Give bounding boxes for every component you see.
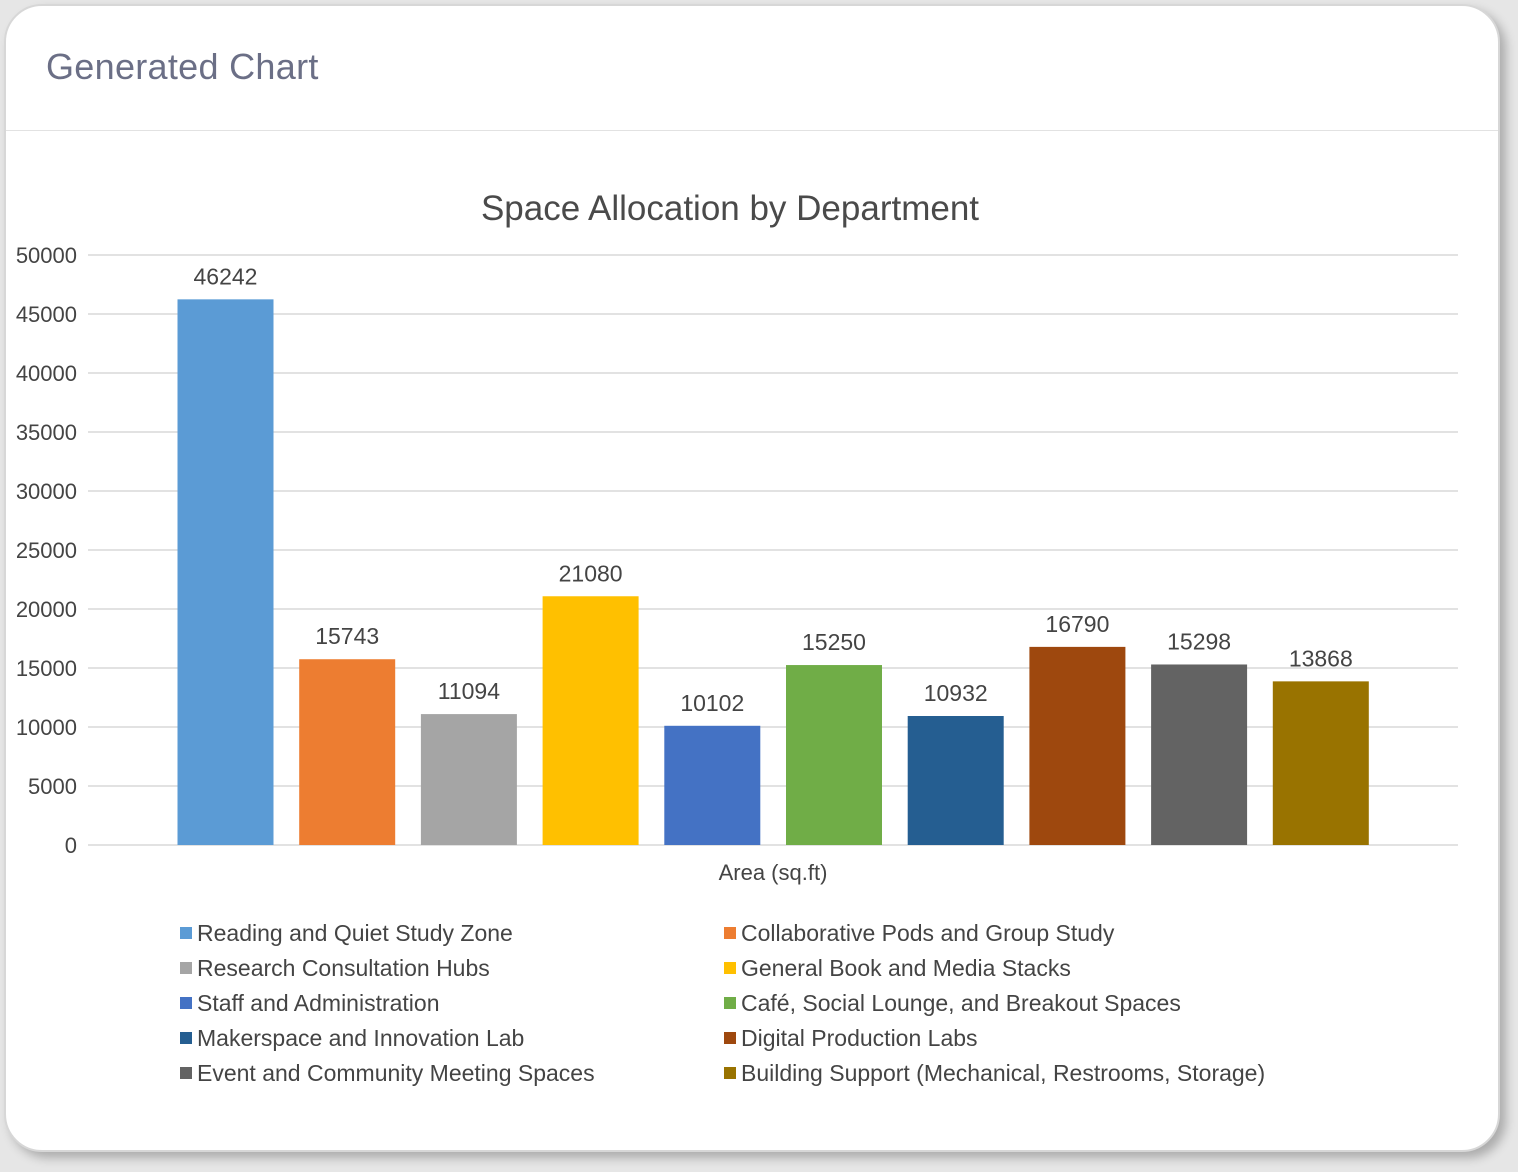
legend-label: Staff and Administration [197, 989, 440, 1016]
legend-label: Building Support (Mechanical, Restrooms,… [741, 1059, 1266, 1086]
y-tick-label: 40000 [16, 361, 77, 386]
legend-item: Makerspace and Innovation Lab [180, 1025, 724, 1051]
bar [420, 714, 517, 845]
legend-swatch [724, 997, 736, 1009]
legend-item: Reading and Quiet Study Zone [180, 920, 724, 946]
y-tick-label: 10000 [16, 715, 77, 740]
legend-item: Building Support (Mechanical, Restrooms,… [724, 1060, 1324, 1086]
y-tick-label: 50000 [16, 243, 77, 268]
legend-swatch [180, 962, 192, 974]
gridlines [88, 254, 1458, 846]
bar-data-label: 46242 [194, 263, 258, 289]
legend-swatch [180, 1032, 192, 1044]
legend-label: General Book and Media Stacks [741, 954, 1071, 981]
legend-swatch [180, 997, 192, 1009]
bar [1272, 681, 1369, 845]
y-tick-label: 15000 [16, 656, 77, 681]
legend-item: General Book and Media Stacks [724, 955, 1324, 981]
legend-item: Research Consultation Hubs [180, 955, 724, 981]
y-tick-label: 35000 [16, 420, 77, 445]
legend-item: Event and Community Meeting Spaces [180, 1060, 724, 1086]
bar [907, 716, 1004, 845]
legend-label: Collaborative Pods and Group Study [741, 919, 1115, 946]
bar-data-label: 21080 [559, 560, 623, 586]
legend-item: Digital Production Labs [724, 1025, 1324, 1051]
legend-label: Café, Social Lounge, and Breakout Spaces [741, 989, 1181, 1016]
bar [177, 299, 274, 846]
bar [1029, 646, 1126, 845]
legend-item: Café, Social Lounge, and Breakout Spaces [724, 990, 1324, 1016]
y-tick-label: 30000 [16, 479, 77, 504]
legend-label: Reading and Quiet Study Zone [197, 919, 513, 946]
legend-label: Event and Community Meeting Spaces [197, 1059, 595, 1086]
legend-swatch [724, 927, 736, 939]
bar [664, 725, 761, 845]
y-tick-label: 45000 [16, 302, 77, 327]
bar-data-label: 10102 [680, 690, 744, 716]
bar-data-label: 16790 [1045, 611, 1109, 637]
legend-label: Research Consultation Hubs [197, 954, 490, 981]
card-header: Generated Chart [6, 6, 1498, 131]
chart-title: Space Allocation by Department [481, 189, 979, 228]
y-tick-label: 5000 [28, 774, 77, 799]
bars [177, 299, 1369, 846]
legend-swatch [180, 1067, 192, 1079]
bar-data-label: 15298 [1167, 628, 1231, 654]
bar [299, 659, 396, 845]
legend-label: Makerspace and Innovation Lab [197, 1024, 525, 1051]
legend-swatch [724, 1067, 736, 1079]
bar-data-label: 10932 [924, 680, 988, 706]
y-axis-ticks: 0 5000 10000 15000 20000 25000 30000 35000 40000… [16, 243, 77, 858]
bar-data-label: 11094 [438, 678, 500, 704]
y-tick-label: 25000 [16, 538, 77, 563]
y-tick-label: 20000 [16, 597, 77, 622]
legend-swatch [180, 927, 192, 939]
legend: Reading and Quiet Study Zone Collaborativ… [180, 920, 1330, 1086]
card-title: Generated Chart [46, 46, 319, 87]
bar-data-label: 15250 [802, 629, 866, 655]
y-tick-label: 0 [65, 833, 77, 858]
legend-item: Staff and Administration [180, 990, 724, 1016]
x-axis-label: Area (sq.ft) [719, 860, 828, 885]
bar [786, 665, 882, 845]
legend-label: Digital Production Labs [741, 1024, 978, 1051]
bar-data-label: 15743 [315, 623, 379, 649]
legend-swatch [724, 1032, 736, 1044]
bar-data-label: 13868 [1289, 645, 1353, 671]
data-labels: 46242 15743 11094 21080 10102 15250 10932 16790… [194, 263, 1353, 715]
legend-swatch [724, 962, 736, 974]
legend-item: Collaborative Pods and Group Study [724, 920, 1324, 946]
bar [542, 596, 639, 845]
bar [1151, 664, 1248, 845]
